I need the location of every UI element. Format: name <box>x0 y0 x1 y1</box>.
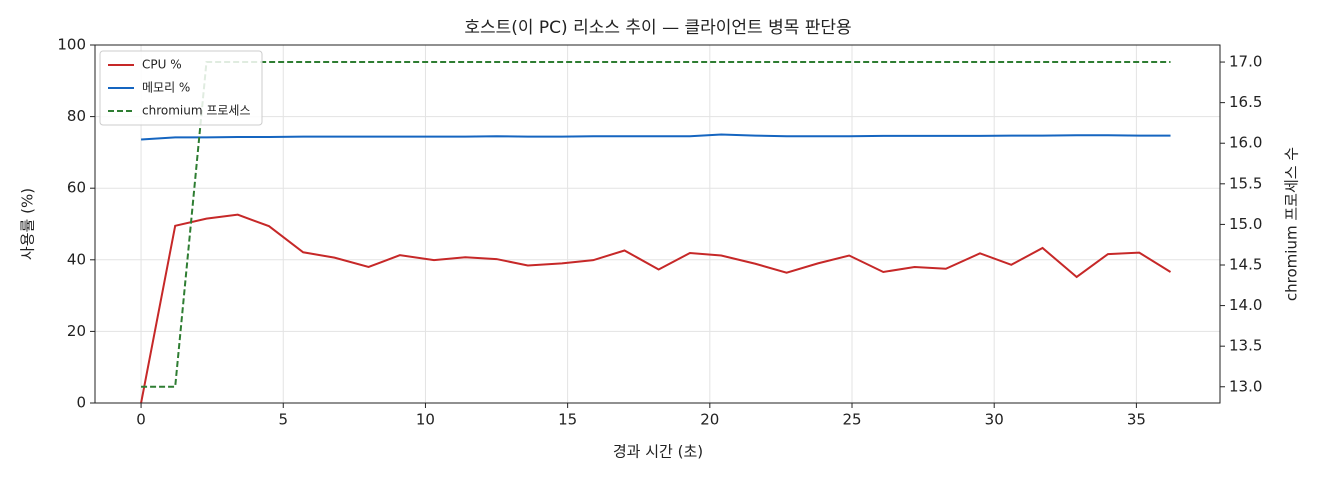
y2-axis-label: chromium 프로세스 수 <box>1283 147 1301 301</box>
x-tick-label: 25 <box>842 411 861 429</box>
y2-tick-label: 17.0 <box>1229 53 1262 71</box>
legend-label: CPU % <box>142 58 182 72</box>
plot-frame <box>94 44 1221 404</box>
y-tick-label: 40 <box>67 250 86 268</box>
legend-label: 메모리 % <box>142 81 190 95</box>
x-tick-label: 20 <box>700 411 719 429</box>
y2-tick-label: 16.0 <box>1229 134 1262 152</box>
y-tick-label: 0 <box>76 394 86 412</box>
y-axis-label: 사용률 (%) <box>19 188 37 260</box>
x-tick-label: 10 <box>416 411 435 429</box>
legend-box <box>99 50 263 126</box>
x-axis-label: 경과 시간 (초) <box>613 443 703 461</box>
x-tick-label: 5 <box>278 411 288 429</box>
x-tick-label: 30 <box>985 411 1004 429</box>
line-series <box>141 133 1171 141</box>
y-tick-label: 100 <box>57 36 86 54</box>
x-tick-label: 15 <box>558 411 577 429</box>
line-series <box>141 61 1171 388</box>
y2-tick-label: 14.0 <box>1229 296 1262 314</box>
y-tick-label: 20 <box>67 322 86 340</box>
line-series <box>140 213 1172 404</box>
legend-label: chromium 프로세스 <box>142 104 251 118</box>
x-tick-label: 0 <box>136 411 146 429</box>
y-tick-label: 80 <box>67 107 86 125</box>
y2-tick-label: 13.0 <box>1229 377 1262 395</box>
y2-tick-label: 15.5 <box>1229 174 1262 192</box>
y-tick-label: 60 <box>67 179 86 197</box>
x-tick-label: 35 <box>1127 411 1146 429</box>
y2-tick-label: 15.0 <box>1229 215 1262 233</box>
y2-tick-label: 13.5 <box>1229 337 1262 355</box>
y2-tick-label: 14.5 <box>1229 255 1262 273</box>
y2-tick-label: 16.5 <box>1229 93 1262 111</box>
chart-title: 호스트(이 PC) 리소스 추이 — 클라이언트 병목 판단용 <box>464 18 851 38</box>
